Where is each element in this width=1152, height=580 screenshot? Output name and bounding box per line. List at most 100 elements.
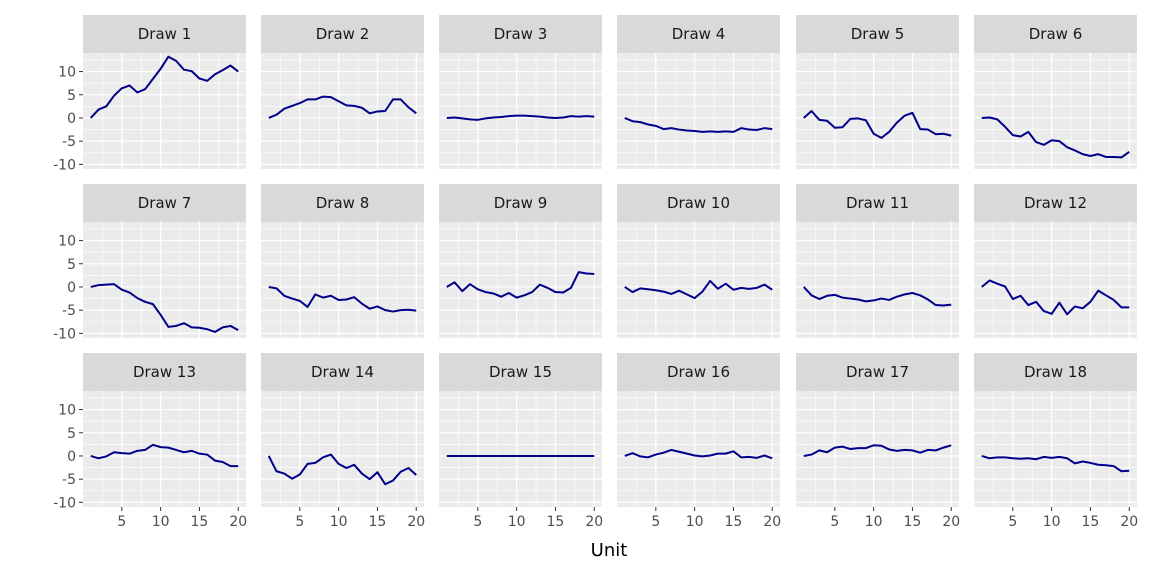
facet-panel: Draw 13 -10 -5 0 5 10 5 10 15 20 <box>53 353 247 530</box>
x-tick-label: 10 <box>686 514 704 530</box>
facet-panel: Draw 1 -10 -5 0 5 10 <box>53 15 246 173</box>
facet-strip <box>796 15 959 53</box>
y-tick-label: -5 <box>62 134 76 150</box>
panel-background <box>439 222 602 338</box>
x-tick-label: 20 <box>407 514 425 530</box>
x-tick-label: 15 <box>547 514 565 530</box>
series-line <box>90 283 239 333</box>
facet-panel: Draw 14 5 10 15 20 <box>261 353 425 530</box>
x-tick-label: 15 <box>191 514 209 530</box>
y-tick-label: 5 <box>67 88 76 104</box>
y-tick-label: -10 <box>53 157 76 173</box>
x-tick-label: 10 <box>152 514 170 530</box>
series-line <box>624 117 773 133</box>
y-tick-label: 0 <box>67 111 76 127</box>
facet-strip-label: Draw 7 <box>138 194 192 212</box>
panel-background <box>439 53 602 169</box>
y-tick-label: 10 <box>58 403 76 419</box>
facet-strip-label: Draw 9 <box>494 194 548 212</box>
y-tick-label: -10 <box>53 326 76 342</box>
panel-background <box>796 391 959 507</box>
facet-strip-label: Draw 6 <box>1029 25 1083 43</box>
x-tick-label: 20 <box>763 514 781 530</box>
series-line <box>90 55 239 119</box>
facet-strip <box>83 184 246 222</box>
y-tick-label: 0 <box>67 280 76 296</box>
x-tick-label: 15 <box>1082 514 1100 530</box>
panel-background <box>974 222 1137 338</box>
x-tick-label: 15 <box>725 514 743 530</box>
facet-panel: Draw 12 <box>974 184 1137 338</box>
facet-strip <box>617 353 780 391</box>
facet-panel: Draw 16 5 10 15 20 <box>617 353 781 530</box>
facet-strip-label: Draw 8 <box>316 194 370 212</box>
series-line <box>624 279 773 300</box>
facet-strip-label: Draw 3 <box>494 25 548 43</box>
facet-panel: Draw 6 <box>974 15 1137 169</box>
facet-panel: Draw 2 <box>261 15 424 169</box>
series-line <box>803 286 952 307</box>
facet-strip-label: Draw 5 <box>851 25 905 43</box>
y-tick-label: -5 <box>62 472 76 488</box>
facet-strip <box>261 353 424 391</box>
facet-strip-label: Draw 16 <box>667 363 730 381</box>
series-line <box>268 285 417 313</box>
series-line <box>981 279 1130 316</box>
panel-background <box>261 391 424 507</box>
panel-background <box>796 222 959 338</box>
panel-background <box>974 53 1137 169</box>
series-line <box>624 448 773 460</box>
panel-background <box>617 222 780 338</box>
x-tick-label: 10 <box>330 514 348 530</box>
series-line <box>803 444 952 457</box>
x-tick-label: 20 <box>585 514 603 530</box>
series-line <box>803 110 952 139</box>
x-tick-label: 20 <box>1120 514 1138 530</box>
facet-strip-label: Draw 18 <box>1024 363 1087 381</box>
panel-background <box>261 222 424 338</box>
facet-strip-label: Draw 11 <box>846 194 909 212</box>
facet-panel: Draw 3 <box>439 15 602 169</box>
facet-strip <box>439 353 602 391</box>
facet-strip <box>439 15 602 53</box>
facet-panel: Draw 18 5 10 15 20 <box>974 353 1138 530</box>
facet-strip-label: Draw 12 <box>1024 194 1087 212</box>
facet-strip-label: Draw 1 <box>138 25 192 43</box>
panel-background <box>439 391 602 507</box>
x-tick-label: 5 <box>651 514 660 530</box>
y-tick-label: -5 <box>62 303 76 319</box>
facet-strip <box>83 15 246 53</box>
x-tick-label: 5 <box>830 514 839 530</box>
facet-panel: Draw 8 <box>261 184 424 338</box>
y-tick-label: 10 <box>58 65 76 81</box>
facet-panel: Draw 17 5 10 15 20 <box>796 353 960 530</box>
facet-panel: Draw 4 <box>617 15 780 169</box>
x-tick-label: 5 <box>1008 514 1017 530</box>
x-tick-label: 20 <box>229 514 247 530</box>
x-tick-label: 20 <box>942 514 960 530</box>
facet-panel: Draw 11 <box>796 184 959 338</box>
facet-strip <box>974 184 1137 222</box>
y-tick-label: 5 <box>67 426 76 442</box>
panel-background <box>974 391 1137 507</box>
facet-strip <box>439 184 602 222</box>
series-line <box>981 116 1130 159</box>
facet-strip <box>261 15 424 53</box>
x-tick-label: 5 <box>295 514 304 530</box>
facet-strip <box>796 184 959 222</box>
panel-background <box>83 391 246 507</box>
panel-background <box>617 53 780 169</box>
panel-background <box>796 53 959 169</box>
x-tick-label: 10 <box>865 514 883 530</box>
y-tick-label: 10 <box>58 234 76 250</box>
facet-strip-label: Draw 4 <box>672 25 726 43</box>
x-tick-label: 5 <box>473 514 482 530</box>
x-axis-title: Unit <box>591 540 628 561</box>
facet-panel: Draw 10 <box>617 184 780 338</box>
facet-panel: Draw 7 -10 -5 0 5 10 <box>53 184 246 342</box>
panel-background <box>617 391 780 507</box>
x-tick-label: 10 <box>1043 514 1061 530</box>
series-line <box>981 455 1130 473</box>
